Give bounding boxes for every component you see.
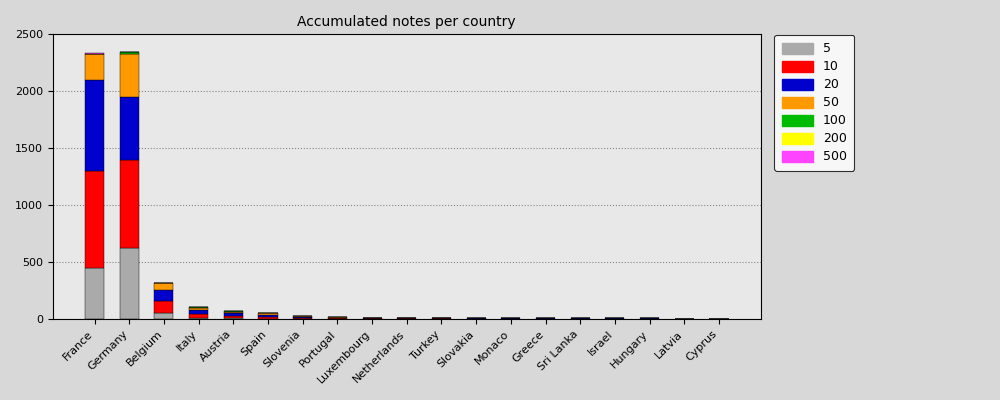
Bar — [85, 268, 104, 319]
Legend: 5, 10, 20, 50, 100, 200, 500: 5, 10, 20, 50, 100, 200, 500 — [774, 35, 854, 171]
Bar — [154, 290, 173, 302]
Bar — [397, 318, 416, 319]
Bar — [120, 97, 139, 160]
Bar — [293, 318, 312, 319]
Bar — [328, 318, 347, 319]
Bar — [293, 316, 312, 318]
Bar — [85, 171, 104, 268]
Bar — [189, 314, 208, 318]
Bar — [224, 312, 243, 314]
Bar — [258, 313, 278, 314]
Bar — [154, 302, 173, 313]
Bar — [189, 308, 208, 310]
Bar — [85, 54, 104, 80]
Bar — [432, 318, 451, 319]
Bar — [120, 248, 139, 319]
Title: Accumulated notes per country: Accumulated notes per country — [297, 15, 516, 29]
Bar — [120, 54, 139, 97]
Bar — [189, 310, 208, 314]
Bar — [189, 307, 208, 308]
Bar — [224, 318, 243, 319]
Bar — [120, 160, 139, 248]
Bar — [85, 80, 104, 171]
Bar — [258, 316, 278, 319]
Bar — [85, 52, 104, 54]
Bar — [363, 318, 382, 319]
Bar — [224, 316, 243, 318]
Bar — [189, 318, 208, 319]
Bar — [154, 313, 173, 319]
Bar — [120, 52, 139, 54]
Bar — [258, 314, 278, 316]
Bar — [154, 284, 173, 290]
Bar — [224, 314, 243, 316]
